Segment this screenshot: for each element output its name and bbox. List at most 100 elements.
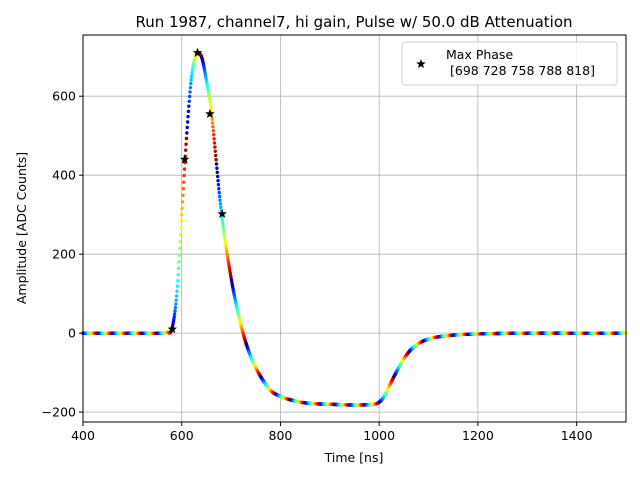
pulse-sample-point <box>208 100 212 105</box>
pulse-sample-point <box>184 142 188 146</box>
pulse-sample-point <box>189 78 193 82</box>
pulse-sample-point <box>174 298 178 302</box>
pulse-sample-point <box>223 236 227 240</box>
pulse-sample-point <box>183 148 188 152</box>
pulse-sample-point <box>218 202 223 206</box>
pulse-sample-point <box>187 99 191 103</box>
y-tick-label: 0 <box>68 326 76 341</box>
y-tick-label: −200 <box>42 405 76 420</box>
x-axis-title: Time [ns] <box>324 450 384 465</box>
max-phase-markers <box>167 47 227 334</box>
x-tick-label: 600 <box>170 428 194 443</box>
pulse-sample-point <box>176 273 180 277</box>
pulse-sample-point <box>211 129 216 133</box>
pulse-sample-point <box>175 289 179 293</box>
pulse-sample-point <box>189 81 193 86</box>
pulse-sample-point <box>219 205 223 210</box>
pulse-sample-point <box>208 103 213 108</box>
legend-star-icon <box>416 59 426 69</box>
pulse-curve <box>81 51 628 407</box>
max-phase-star <box>217 208 227 218</box>
pulse-sample-point <box>222 233 227 237</box>
pulse-sample-point <box>181 187 186 191</box>
y-tick-label: 200 <box>52 247 76 262</box>
pulse-sample-point <box>188 85 193 90</box>
pulse-sample-point <box>180 206 184 210</box>
x-tick-label: 800 <box>269 428 293 443</box>
pulse-sample-point <box>178 239 182 244</box>
y-axis-title: Amplitude [ADC Counts] <box>14 152 29 304</box>
pulse-sample-point <box>211 125 215 129</box>
pulse-sample-point <box>174 294 179 298</box>
pulse-sample-point <box>221 227 226 232</box>
plot-frame <box>82 34 627 423</box>
pulse-sample-point <box>176 266 181 271</box>
y-tick-label: 600 <box>52 89 76 104</box>
pulse-sample-point <box>224 244 228 248</box>
x-tick-label: 1000 <box>363 428 395 443</box>
x-tick-label: 400 <box>71 428 95 443</box>
pulse-sample-point <box>221 221 225 226</box>
pulse-sample-point <box>223 239 227 243</box>
pulse-sample-point <box>182 173 186 178</box>
pulse-sample-point <box>172 317 176 322</box>
pulse-sample-point <box>214 162 219 166</box>
pulse-sample-point <box>187 94 192 99</box>
pulse-sample-point <box>212 141 217 145</box>
legend-sublabel: [698 728 758 788 818] <box>450 63 595 78</box>
pulse-sample-point <box>217 187 221 191</box>
pulse-sample-point <box>182 180 186 184</box>
pulse-sample-point <box>207 95 212 99</box>
chart-title: Run 1987, channel7, hi gain, Pulse w/ 50… <box>135 13 572 31</box>
pulse-sample-point <box>221 224 225 229</box>
pulse-sample-point <box>173 305 178 310</box>
pulse-sample-point <box>173 309 177 313</box>
max-phase-star <box>179 154 190 164</box>
pulse-sample-point <box>172 312 177 316</box>
pulse-sample-point <box>210 117 214 121</box>
pulse-sample-point <box>225 249 229 254</box>
pulse-sample-point <box>179 219 184 223</box>
pulse-sample-point <box>178 246 182 251</box>
pulse-sample-point <box>177 260 181 264</box>
max-phase-star <box>205 108 215 119</box>
pulse-sample-point <box>175 284 180 288</box>
pulse-sample-point <box>182 167 187 171</box>
pulse-sample-point <box>215 170 219 175</box>
max-phase-star <box>167 324 178 334</box>
pulse-sample-point <box>178 232 183 237</box>
pulse-sample-point <box>188 90 192 94</box>
pulse-sample-point <box>190 71 194 76</box>
pulse-sample-point <box>217 190 221 195</box>
pulse-sample-point <box>215 166 219 170</box>
y-tick-label: 400 <box>52 168 76 183</box>
axis-ticks: 400 600 800 1000 1200 1400 −200 0 200 400 600 <box>42 89 593 443</box>
pulse-sample-point <box>216 183 221 187</box>
pulse-sample-point <box>185 120 190 124</box>
x-tick-label: 1400 <box>561 428 593 443</box>
pulse-sample-point <box>214 158 218 162</box>
pulse-sample-point <box>224 247 229 251</box>
pulse-sample-point <box>210 121 215 125</box>
pulse-sample-point <box>181 193 185 197</box>
pulse-sample-point <box>174 302 178 306</box>
x-tick-label: 1200 <box>462 428 494 443</box>
max-phase-star <box>192 47 203 57</box>
pulse-sample-point <box>185 125 189 130</box>
pulse-sample-point <box>172 315 176 319</box>
pulse-sample-point <box>180 212 184 217</box>
pulse-sample-point <box>176 278 180 283</box>
pulse-sample-point <box>223 241 228 246</box>
pulse-sample-point <box>212 137 216 141</box>
pulse-sample-point <box>215 174 220 179</box>
legend-label: Max Phase <box>446 47 513 62</box>
pulse-sample-point <box>212 133 216 137</box>
pulse-sample-point <box>225 252 229 256</box>
pulse-sample-point <box>186 114 190 119</box>
pulse-sample-point <box>190 68 195 73</box>
pulse-sample-point <box>222 230 226 235</box>
pulse-sample-point <box>180 200 185 204</box>
pulse-sample-point <box>208 98 212 102</box>
legend-box <box>401 41 618 86</box>
